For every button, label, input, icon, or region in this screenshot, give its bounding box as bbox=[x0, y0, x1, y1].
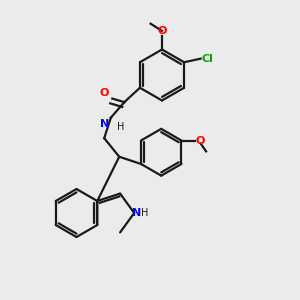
Text: N: N bbox=[100, 119, 109, 129]
Text: H: H bbox=[117, 122, 125, 132]
Text: O: O bbox=[100, 88, 109, 98]
Text: N: N bbox=[132, 208, 141, 218]
Text: H: H bbox=[141, 208, 149, 218]
Text: Cl: Cl bbox=[202, 54, 214, 64]
Text: O: O bbox=[196, 136, 205, 146]
Text: O: O bbox=[157, 26, 167, 36]
